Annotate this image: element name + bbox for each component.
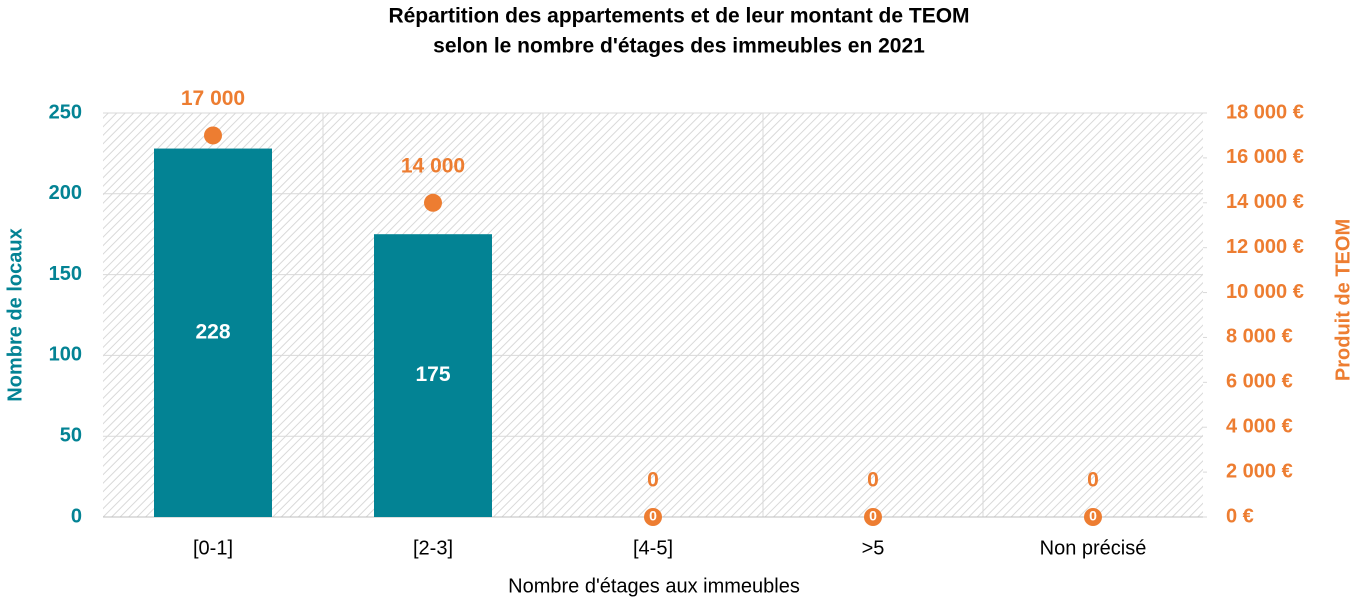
y2-tick-label: 2 000 € [1226, 460, 1293, 482]
y2-tick-label: 6 000 € [1226, 371, 1293, 393]
y-tick-label: 100 [49, 344, 82, 366]
bar-label: 228 [195, 320, 230, 343]
y-tick-label: 250 [49, 101, 82, 123]
y-tick-label: 50 [60, 424, 82, 446]
y2-tick-label: 14 000 € [1226, 191, 1304, 213]
dot-label: 0 [867, 469, 879, 492]
y-tick-label: 0 [71, 505, 82, 527]
y2-tick-label: 0 € [1226, 505, 1254, 527]
y2-axis-title: Produit de TEOM [1332, 219, 1354, 381]
y-axis-title: Nombre de locaux [4, 228, 26, 401]
x-axis-title: Nombre d'étages aux immeubles [508, 575, 800, 597]
dot-label: 0 [1087, 469, 1099, 492]
chart-title: selon le nombre d'étages des immeubles e… [433, 35, 925, 58]
dot-label: 14 000 [401, 154, 465, 177]
bar-label: 175 [415, 363, 450, 386]
bar-label: 0 [869, 508, 877, 524]
y2-tick-label: 16 000 € [1226, 146, 1304, 168]
bar-label: 0 [1089, 508, 1097, 524]
bar-label: 0 [649, 508, 657, 524]
y-tick-label: 150 [49, 263, 82, 285]
dot [1084, 508, 1102, 526]
y2-tick-label: 8 000 € [1226, 326, 1293, 348]
y2-tick-label: 12 000 € [1226, 236, 1304, 258]
plot-area [103, 113, 1203, 517]
dot [424, 193, 442, 212]
x-tick-label: [0-1] [193, 537, 233, 559]
y-tick-label: 200 [49, 182, 82, 204]
chart-title: Répartition des appartements et de leur … [388, 5, 969, 28]
y2-tick-label: 18 000 € [1226, 101, 1304, 123]
bar [374, 234, 492, 517]
x-tick-label: [2-3] [413, 537, 453, 559]
y2-tick-label: 4 000 € [1226, 416, 1293, 438]
dot [864, 508, 882, 526]
dot-label: 17 000 [181, 87, 245, 110]
bar [154, 148, 272, 517]
x-tick-label: >5 [862, 537, 885, 559]
x-tick-label: [4-5] [633, 537, 673, 559]
x-tick-label: Non précisé [1040, 537, 1147, 559]
y2-tick-label: 10 000 € [1226, 281, 1304, 303]
dot-label: 0 [647, 469, 659, 492]
dot [204, 126, 222, 145]
dot [644, 508, 662, 526]
